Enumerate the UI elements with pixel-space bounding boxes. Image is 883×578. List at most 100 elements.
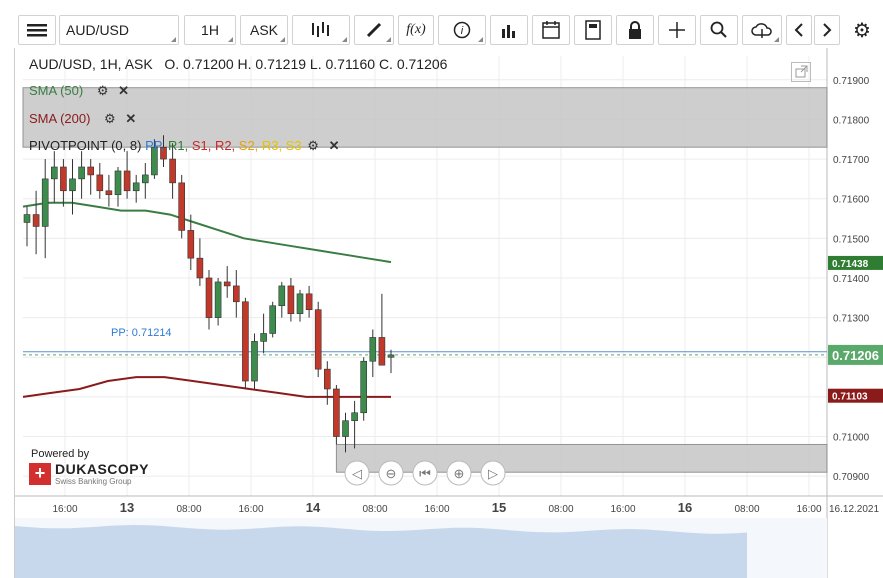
crosshair-button[interactable] <box>658 15 696 45</box>
sma200-badge: 0.71103 <box>828 388 883 403</box>
chart-toolbar: AUD/USD 1H ASK f(x) i ⚙ <box>14 10 883 48</box>
close-icon[interactable]: ✕ <box>328 138 340 153</box>
candle-body <box>23 214 31 223</box>
pivot-item-r1: R1, <box>167 138 192 153</box>
candle-body <box>60 166 67 192</box>
support-zone <box>335 443 828 473</box>
candle-body <box>323 368 331 390</box>
price-side-value: ASK <box>249 22 278 38</box>
brand-logo[interactable]: + DUKASCOPY Swiss Banking Group <box>29 461 149 486</box>
time-tick-label: 15 <box>492 500 506 515</box>
info-icon: i <box>453 21 471 39</box>
sma50-legend: SMA (50) ⚙ ✕ <box>29 83 129 99</box>
symbol-select[interactable]: AUD/USD <box>59 15 179 45</box>
sma200-badge-text: 0.71103 <box>832 392 868 403</box>
candle <box>342 412 349 453</box>
price-tick-label: 0.71300 <box>833 314 870 325</box>
gear-icon[interactable]: ⚙ <box>307 138 319 153</box>
candle <box>260 313 267 354</box>
calendar-button[interactable] <box>532 15 570 45</box>
pivot-items: PP, R1, S1, R2, S2, R3, S3 <box>145 138 302 153</box>
indicators-button[interactable] <box>292 15 350 45</box>
calculator-icon <box>585 20 601 40</box>
menu-button[interactable] <box>18 15 56 45</box>
zoom-out-icon: ⊖ <box>386 466 397 481</box>
candle <box>132 174 140 203</box>
candle <box>69 159 76 215</box>
bar-chart-button[interactable] <box>490 15 528 45</box>
candle-body <box>87 166 94 176</box>
candle-body <box>342 420 349 437</box>
pivot-legend: PIVOTPOINT (0, 8) PP, R1, S1, R2, S2, R3… <box>29 138 339 154</box>
close-icon[interactable]: ✕ <box>125 111 137 126</box>
candle <box>214 277 222 326</box>
cloud-upload-icon <box>751 23 772 38</box>
navigator-area[interactable] <box>15 525 747 578</box>
time-tick-label: 08:00 <box>362 504 387 515</box>
calculator-button[interactable] <box>574 15 612 45</box>
candle <box>296 289 304 322</box>
candle-body <box>287 285 295 314</box>
candle-body <box>333 388 340 437</box>
draw-button[interactable] <box>354 15 394 45</box>
time-tick-label: 16:00 <box>238 504 263 515</box>
scroll-left-button[interactable] <box>786 15 812 45</box>
current-price-badge: 0.71206 <box>828 344 883 365</box>
close-icon[interactable]: ✕ <box>118 83 129 98</box>
pivot-item-r2: R2, <box>214 138 239 153</box>
candle <box>269 301 276 338</box>
time-tick-label: 08:00 <box>734 504 759 515</box>
timeframe-select[interactable]: 1H <box>184 15 236 45</box>
chart-area[interactable]: 0.71900 0.71800 0.71700 0.71600 0.71500 0.714… <box>14 48 883 578</box>
reset-icon: ⏮ <box>419 466 431 481</box>
pivot-item-s2: S2, <box>238 138 262 153</box>
candle <box>23 206 31 247</box>
candle-body <box>132 182 140 192</box>
zoom-in-button[interactable]: ⊕ <box>446 460 472 486</box>
lock-button[interactable] <box>616 15 654 45</box>
pivot-label: PIVOTPOINT (0, 8) <box>29 138 142 153</box>
candle <box>333 385 340 445</box>
gear-icon[interactable]: ⚙ <box>104 111 116 126</box>
price-side-select[interactable]: ASK <box>240 15 288 45</box>
zoom-button[interactable] <box>700 15 738 45</box>
scroll-right-button[interactable] <box>814 15 840 45</box>
candle-body <box>378 337 386 366</box>
gear-icon[interactable]: ⚙ <box>96 83 109 98</box>
cloud-upload-button[interactable] <box>742 15 782 45</box>
candle-body <box>114 170 122 196</box>
function-icon: f(x) <box>406 22 426 37</box>
candle <box>314 301 322 378</box>
pp-label: PP: 0.71214 <box>111 327 172 339</box>
scroll-forward-button-ring <box>480 460 506 486</box>
candle <box>41 159 49 259</box>
scroll-forward-button[interactable]: ▷ <box>480 460 506 486</box>
candle-body <box>69 178 76 192</box>
scroll-back-button[interactable]: ◁ <box>344 460 370 486</box>
price-tick-label: 0.71500 <box>833 234 870 245</box>
candle <box>251 333 258 389</box>
candle <box>369 329 377 378</box>
settings-button[interactable]: ⚙ <box>846 15 878 45</box>
candle-body <box>169 158 176 184</box>
sma50-label: SMA (50) <box>29 83 84 98</box>
function-button[interactable]: f(x) <box>398 15 434 45</box>
sma200-badge-bg <box>828 388 883 403</box>
candle-body <box>142 174 149 184</box>
menu-icon <box>27 24 47 37</box>
info-button[interactable]: i <box>438 15 486 45</box>
candle <box>305 285 313 318</box>
sma200-line <box>22 376 391 398</box>
candle-body <box>351 412 358 421</box>
candle <box>105 174 113 207</box>
candle <box>151 139 158 179</box>
candle-body <box>360 360 368 414</box>
reset-button[interactable]: ⏮ <box>412 460 438 486</box>
price-tick-label: 0.71800 <box>833 115 870 126</box>
zoom-out-button[interactable]: ⊖ <box>378 460 404 486</box>
popout-button[interactable] <box>791 62 811 82</box>
candle-body <box>123 170 131 192</box>
chart-svg: 0.71900 0.71800 0.71700 0.71600 0.71500 0.714… <box>15 48 883 578</box>
candle-body <box>151 146 158 176</box>
candle <box>178 174 185 239</box>
